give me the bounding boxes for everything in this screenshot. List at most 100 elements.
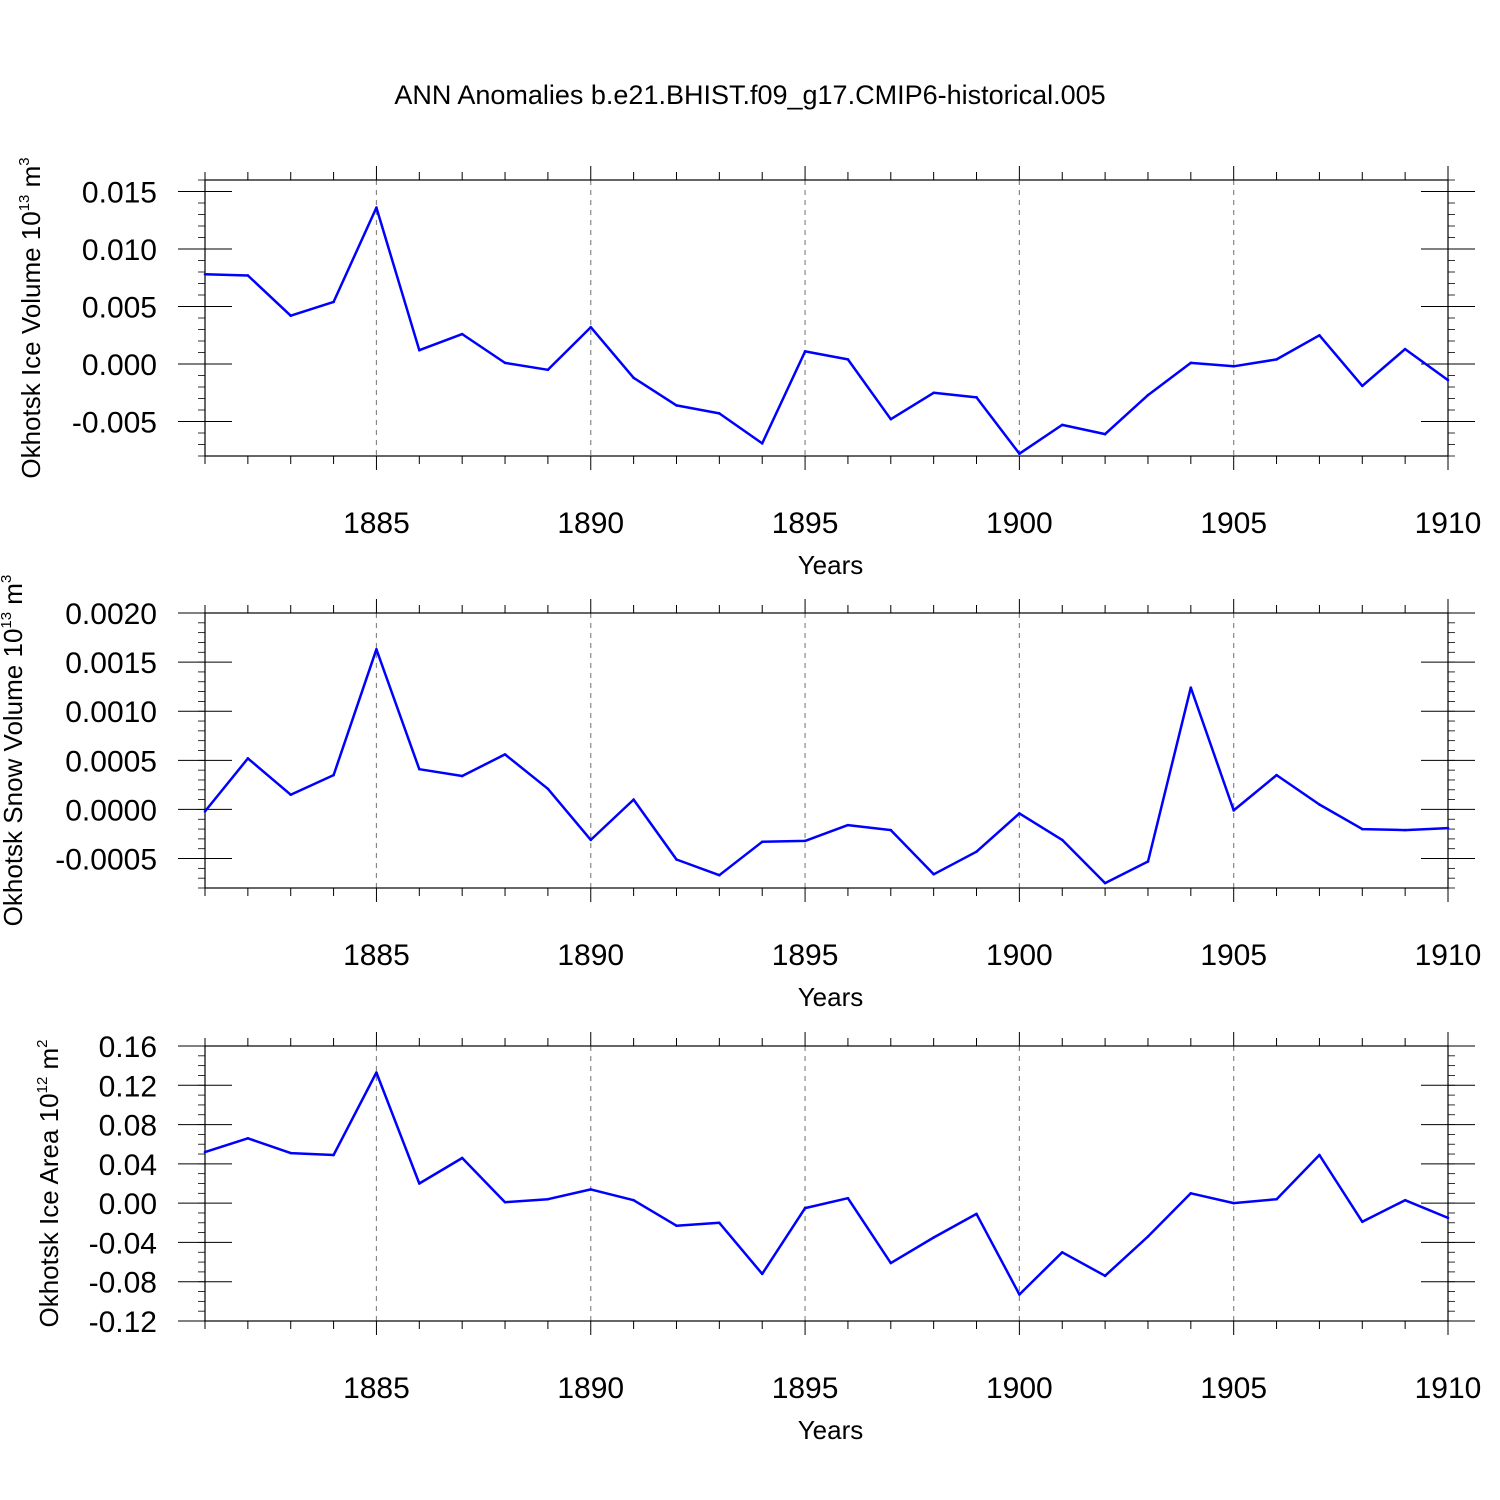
data-point <box>632 1198 635 1202</box>
y-tick-label: 0.08 <box>99 1110 157 1143</box>
data-point <box>1103 881 1107 885</box>
data-point <box>718 412 721 415</box>
y-tick-label: -0.12 <box>89 1306 157 1339</box>
data-point <box>760 442 764 445</box>
y-tick-label: 0.0005 <box>65 745 157 778</box>
x-tick-label: 1910 <box>1415 507 1482 540</box>
y-tick-label: 0.010 <box>82 234 157 267</box>
data-point <box>760 1272 764 1276</box>
x-tick-label: 1905 <box>1200 507 1267 540</box>
data-point <box>289 1151 293 1155</box>
y-tick-label: 0.0000 <box>65 794 157 827</box>
data-point <box>932 391 935 395</box>
series-line <box>204 206 1449 455</box>
y-tick-label: 0.000 <box>82 349 157 382</box>
x-tick-label: 1895 <box>772 939 839 972</box>
data-point <box>975 850 978 853</box>
data-point <box>889 828 893 832</box>
data-point <box>546 787 550 791</box>
data-point <box>675 858 678 861</box>
data-point <box>675 1224 678 1228</box>
x-tick-label: 1895 <box>772 1372 839 1405</box>
data-point <box>1060 1250 1064 1254</box>
data-point <box>1446 826 1450 830</box>
data-point <box>1189 686 1193 689</box>
y-tick-label: 0.00 <box>99 1188 157 1221</box>
data-point <box>932 1236 935 1239</box>
y-axis-title: Okhotsk Ice Area 1012 m2 <box>34 1039 64 1327</box>
data-point <box>1146 1235 1150 1238</box>
data-point <box>846 1196 850 1200</box>
data-point <box>846 358 850 361</box>
series-line <box>204 648 1449 885</box>
data-point <box>1232 809 1235 812</box>
data-point <box>203 810 207 813</box>
data-point <box>975 396 978 399</box>
chart-panels: 1885 1890 1895 1900 1905 1910 -0.005 0.000 0.005… <box>0 157 1481 1445</box>
x-tick-label: 1900 <box>986 507 1053 540</box>
data-point <box>1103 432 1107 436</box>
panel-2: 1885 1890 1895 1900 1905 1910 -0.0005 0.0000 0.0… <box>0 575 1481 1012</box>
x-tick-label: 1890 <box>557 507 624 540</box>
data-point <box>1318 803 1321 806</box>
chart-title: ANN Anomalies b.e21.BHIST.f09_g17.CMIP6-… <box>394 80 1105 110</box>
plot-frame <box>204 1045 1449 1322</box>
data-point <box>203 1150 207 1154</box>
x-tick-label: 1910 <box>1415 939 1482 972</box>
data-point <box>1018 452 1021 456</box>
data-point <box>246 274 250 277</box>
data-point <box>589 1188 593 1191</box>
data-point <box>1232 365 1235 368</box>
data-point <box>675 404 678 407</box>
data-point <box>803 839 807 843</box>
y-tick-label: 0.16 <box>99 1031 157 1064</box>
data-point <box>1403 347 1407 351</box>
data-point <box>632 798 635 801</box>
x-tick-label: 1890 <box>557 1372 624 1405</box>
data-point <box>1275 1197 1278 1201</box>
x-tick-label: 1890 <box>557 939 624 972</box>
y-tick-label: -0.0005 <box>55 844 157 877</box>
data-point <box>846 823 850 827</box>
data-point <box>332 1153 335 1157</box>
data-point <box>932 872 935 876</box>
data-point <box>503 1200 507 1204</box>
data-point <box>1060 423 1064 427</box>
plot-frame <box>204 179 1449 457</box>
panel-1: 1885 1890 1895 1900 1905 1910 -0.005 0.000 0.005… <box>16 157 1481 580</box>
data-point <box>289 314 293 318</box>
data-point <box>546 368 550 372</box>
data-point <box>1403 828 1407 832</box>
y-tick-label: 0.0020 <box>65 598 157 631</box>
y-tick-label: 0.015 <box>82 177 157 210</box>
data-point <box>718 1221 721 1225</box>
data-point <box>1103 1274 1107 1278</box>
data-point <box>1318 1153 1321 1157</box>
y-tick-label: 0.0015 <box>65 647 157 680</box>
x-tick-label: 1900 <box>986 1372 1053 1405</box>
data-point <box>589 325 593 329</box>
data-point <box>1403 1198 1407 1202</box>
data-point <box>1318 333 1321 337</box>
data-point <box>418 1182 421 1185</box>
data-point <box>503 361 507 365</box>
data-point <box>1360 827 1364 831</box>
data-point <box>418 767 421 771</box>
x-axis-title: Years <box>798 1415 864 1445</box>
data-point <box>246 757 250 760</box>
panel-3: 1885 1890 1895 1900 1905 1910 -0.12 -0.08 -0.04 0… <box>34 1031 1481 1445</box>
series-line <box>204 1071 1449 1296</box>
x-tick-label: 1905 <box>1200 939 1267 972</box>
data-point <box>546 1197 550 1201</box>
data-point <box>803 1206 807 1210</box>
data-point <box>1446 378 1450 382</box>
data-point <box>1189 1192 1193 1195</box>
y-axis-title: Okhotsk Snow Volume 1013 m3 <box>0 575 28 927</box>
data-point <box>1018 812 1021 815</box>
y-tick-label: 0.0010 <box>65 696 157 729</box>
y-tick-label: 0.005 <box>82 292 157 325</box>
data-point <box>332 300 335 304</box>
data-point <box>889 417 893 421</box>
y-tick-label: 0.04 <box>99 1149 157 1182</box>
